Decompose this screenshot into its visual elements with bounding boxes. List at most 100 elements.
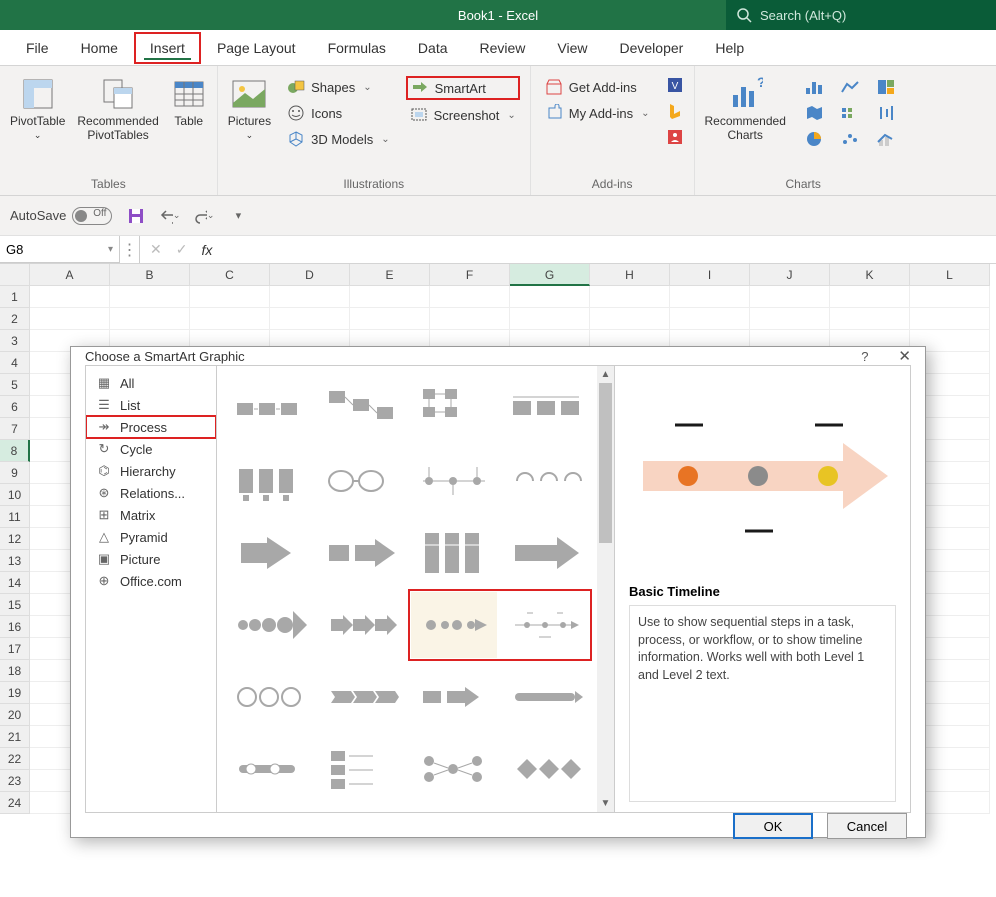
smartart-thumb[interactable] bbox=[227, 520, 313, 586]
col-header[interactable]: B bbox=[110, 264, 190, 286]
undo-icon[interactable]: ⌄ bbox=[160, 206, 180, 226]
row-header[interactable]: 3 bbox=[0, 330, 30, 352]
tab-page-layout[interactable]: Page Layout bbox=[201, 32, 312, 64]
visio-addin-icon[interactable]: V bbox=[666, 76, 684, 94]
category-item-pyramid[interactable]: △Pyramid bbox=[86, 526, 216, 548]
screenshot-button[interactable]: Screenshot⌄ bbox=[406, 104, 520, 126]
cell[interactable] bbox=[830, 308, 910, 330]
cell[interactable] bbox=[350, 308, 430, 330]
table-button[interactable]: Table bbox=[171, 76, 207, 128]
row-header[interactable]: 4 bbox=[0, 352, 30, 374]
category-item-matrix[interactable]: ⊞Matrix bbox=[86, 504, 216, 526]
row-header[interactable]: 13 bbox=[0, 550, 30, 572]
row-header[interactable]: 15 bbox=[0, 594, 30, 616]
fx-icon[interactable]: fx bbox=[201, 242, 212, 258]
tab-review[interactable]: Review bbox=[464, 32, 542, 64]
cell[interactable] bbox=[270, 286, 350, 308]
category-item-list[interactable]: ☰List bbox=[86, 394, 216, 416]
row-header[interactable]: 22 bbox=[0, 748, 30, 770]
cell[interactable] bbox=[750, 308, 830, 330]
cell[interactable] bbox=[350, 286, 430, 308]
col-header[interactable]: K bbox=[830, 264, 910, 286]
row-header[interactable]: 17 bbox=[0, 638, 30, 660]
col-header[interactable]: H bbox=[590, 264, 670, 286]
icons-button[interactable]: Icons bbox=[283, 102, 394, 124]
enter-formula-icon[interactable]: ✓ bbox=[176, 241, 188, 258]
save-icon[interactable] bbox=[126, 206, 146, 226]
smartart-thumb[interactable] bbox=[319, 664, 405, 730]
row-header[interactable]: 20 bbox=[0, 704, 30, 726]
pictures-button[interactable]: Pictures⌄ bbox=[228, 76, 271, 141]
cancel-formula-icon[interactable]: ✕ bbox=[150, 241, 162, 258]
smartart-thumb[interactable] bbox=[319, 376, 405, 442]
cell[interactable] bbox=[510, 286, 590, 308]
smartart-thumb[interactable] bbox=[319, 592, 405, 658]
smartart-thumb[interactable] bbox=[503, 376, 589, 442]
category-item-relations[interactable]: ⊛Relations... bbox=[86, 482, 216, 504]
row-header[interactable]: 5 bbox=[0, 374, 30, 396]
name-box[interactable]: G8▾ bbox=[0, 236, 120, 263]
smartart-thumb[interactable] bbox=[227, 376, 313, 442]
cell[interactable] bbox=[750, 286, 830, 308]
tab-view[interactable]: View bbox=[541, 32, 603, 64]
col-header[interactable]: D bbox=[270, 264, 350, 286]
cell[interactable] bbox=[590, 286, 670, 308]
category-item-picture[interactable]: ▣Picture bbox=[86, 548, 216, 570]
smartart-thumb[interactable] bbox=[411, 592, 497, 658]
smartart-thumb[interactable] bbox=[227, 592, 313, 658]
row-header[interactable]: 23 bbox=[0, 770, 30, 792]
cell[interactable] bbox=[110, 308, 190, 330]
cell[interactable] bbox=[430, 286, 510, 308]
smartart-thumb[interactable] bbox=[411, 520, 497, 586]
cell[interactable] bbox=[190, 308, 270, 330]
formula-input[interactable] bbox=[222, 236, 996, 263]
cell[interactable] bbox=[910, 308, 990, 330]
smartart-thumb[interactable] bbox=[503, 448, 589, 514]
map-chart-icon[interactable] bbox=[798, 102, 830, 124]
column-chart-icon[interactable] bbox=[834, 102, 866, 124]
row-header[interactable]: 11 bbox=[0, 506, 30, 528]
cell[interactable] bbox=[510, 308, 590, 330]
row-header[interactable]: 9 bbox=[0, 462, 30, 484]
smartart-thumb[interactable] bbox=[319, 448, 405, 514]
autosave-toggle[interactable]: AutoSave bbox=[10, 207, 112, 225]
dialog-help-button[interactable]: ? bbox=[861, 349, 868, 364]
tab-developer[interactable]: Developer bbox=[604, 32, 700, 64]
cell[interactable] bbox=[110, 286, 190, 308]
col-header[interactable]: E bbox=[350, 264, 430, 286]
scatter-chart-icon[interactable] bbox=[834, 128, 866, 150]
recommended-charts-button[interactable]: ? Recommended Charts bbox=[705, 76, 786, 142]
tab-home[interactable]: Home bbox=[65, 32, 134, 64]
tab-file[interactable]: File bbox=[10, 32, 65, 64]
customize-qat-icon[interactable]: ▾ bbox=[228, 206, 248, 226]
smartart-thumb[interactable] bbox=[503, 736, 589, 802]
line-chart-icon[interactable] bbox=[834, 76, 866, 98]
category-item-process[interactable]: ↠Process bbox=[86, 416, 216, 438]
smartart-thumb[interactable] bbox=[411, 376, 497, 442]
row-header[interactable]: 18 bbox=[0, 660, 30, 682]
cell[interactable] bbox=[910, 286, 990, 308]
ok-button[interactable]: OK bbox=[733, 813, 813, 839]
cancel-button[interactable]: Cancel bbox=[827, 813, 907, 839]
smartart-thumb[interactable] bbox=[503, 520, 589, 586]
scroll-down-icon[interactable]: ▼ bbox=[597, 795, 614, 812]
smartart-thumb[interactable] bbox=[503, 592, 589, 658]
search-box[interactable]: Search (Alt+Q) bbox=[726, 0, 996, 30]
smartart-thumb[interactable] bbox=[411, 736, 497, 802]
row-header[interactable]: 21 bbox=[0, 726, 30, 748]
row-header[interactable]: 12 bbox=[0, 528, 30, 550]
cell[interactable] bbox=[190, 286, 270, 308]
scrollbar-thumb[interactable] bbox=[599, 383, 612, 543]
name-box-expand-icon[interactable]: ⋮ bbox=[120, 236, 140, 263]
smartart-thumb[interactable] bbox=[227, 448, 313, 514]
my-addins-button[interactable]: My Add-ins⌄ bbox=[541, 102, 654, 124]
autosave-switch-off[interactable] bbox=[72, 207, 112, 225]
cell[interactable] bbox=[30, 286, 110, 308]
bing-addin-icon[interactable] bbox=[666, 102, 684, 120]
shapes-button[interactable]: Shapes⌄ bbox=[283, 76, 394, 98]
row-header[interactable]: 7 bbox=[0, 418, 30, 440]
tab-insert[interactable]: Insert bbox=[134, 32, 201, 64]
recommended-pivottables-button[interactable]: Recommended PivotTables bbox=[77, 76, 158, 142]
get-addins-button[interactable]: Get Add-ins bbox=[541, 76, 654, 98]
cell[interactable] bbox=[670, 308, 750, 330]
